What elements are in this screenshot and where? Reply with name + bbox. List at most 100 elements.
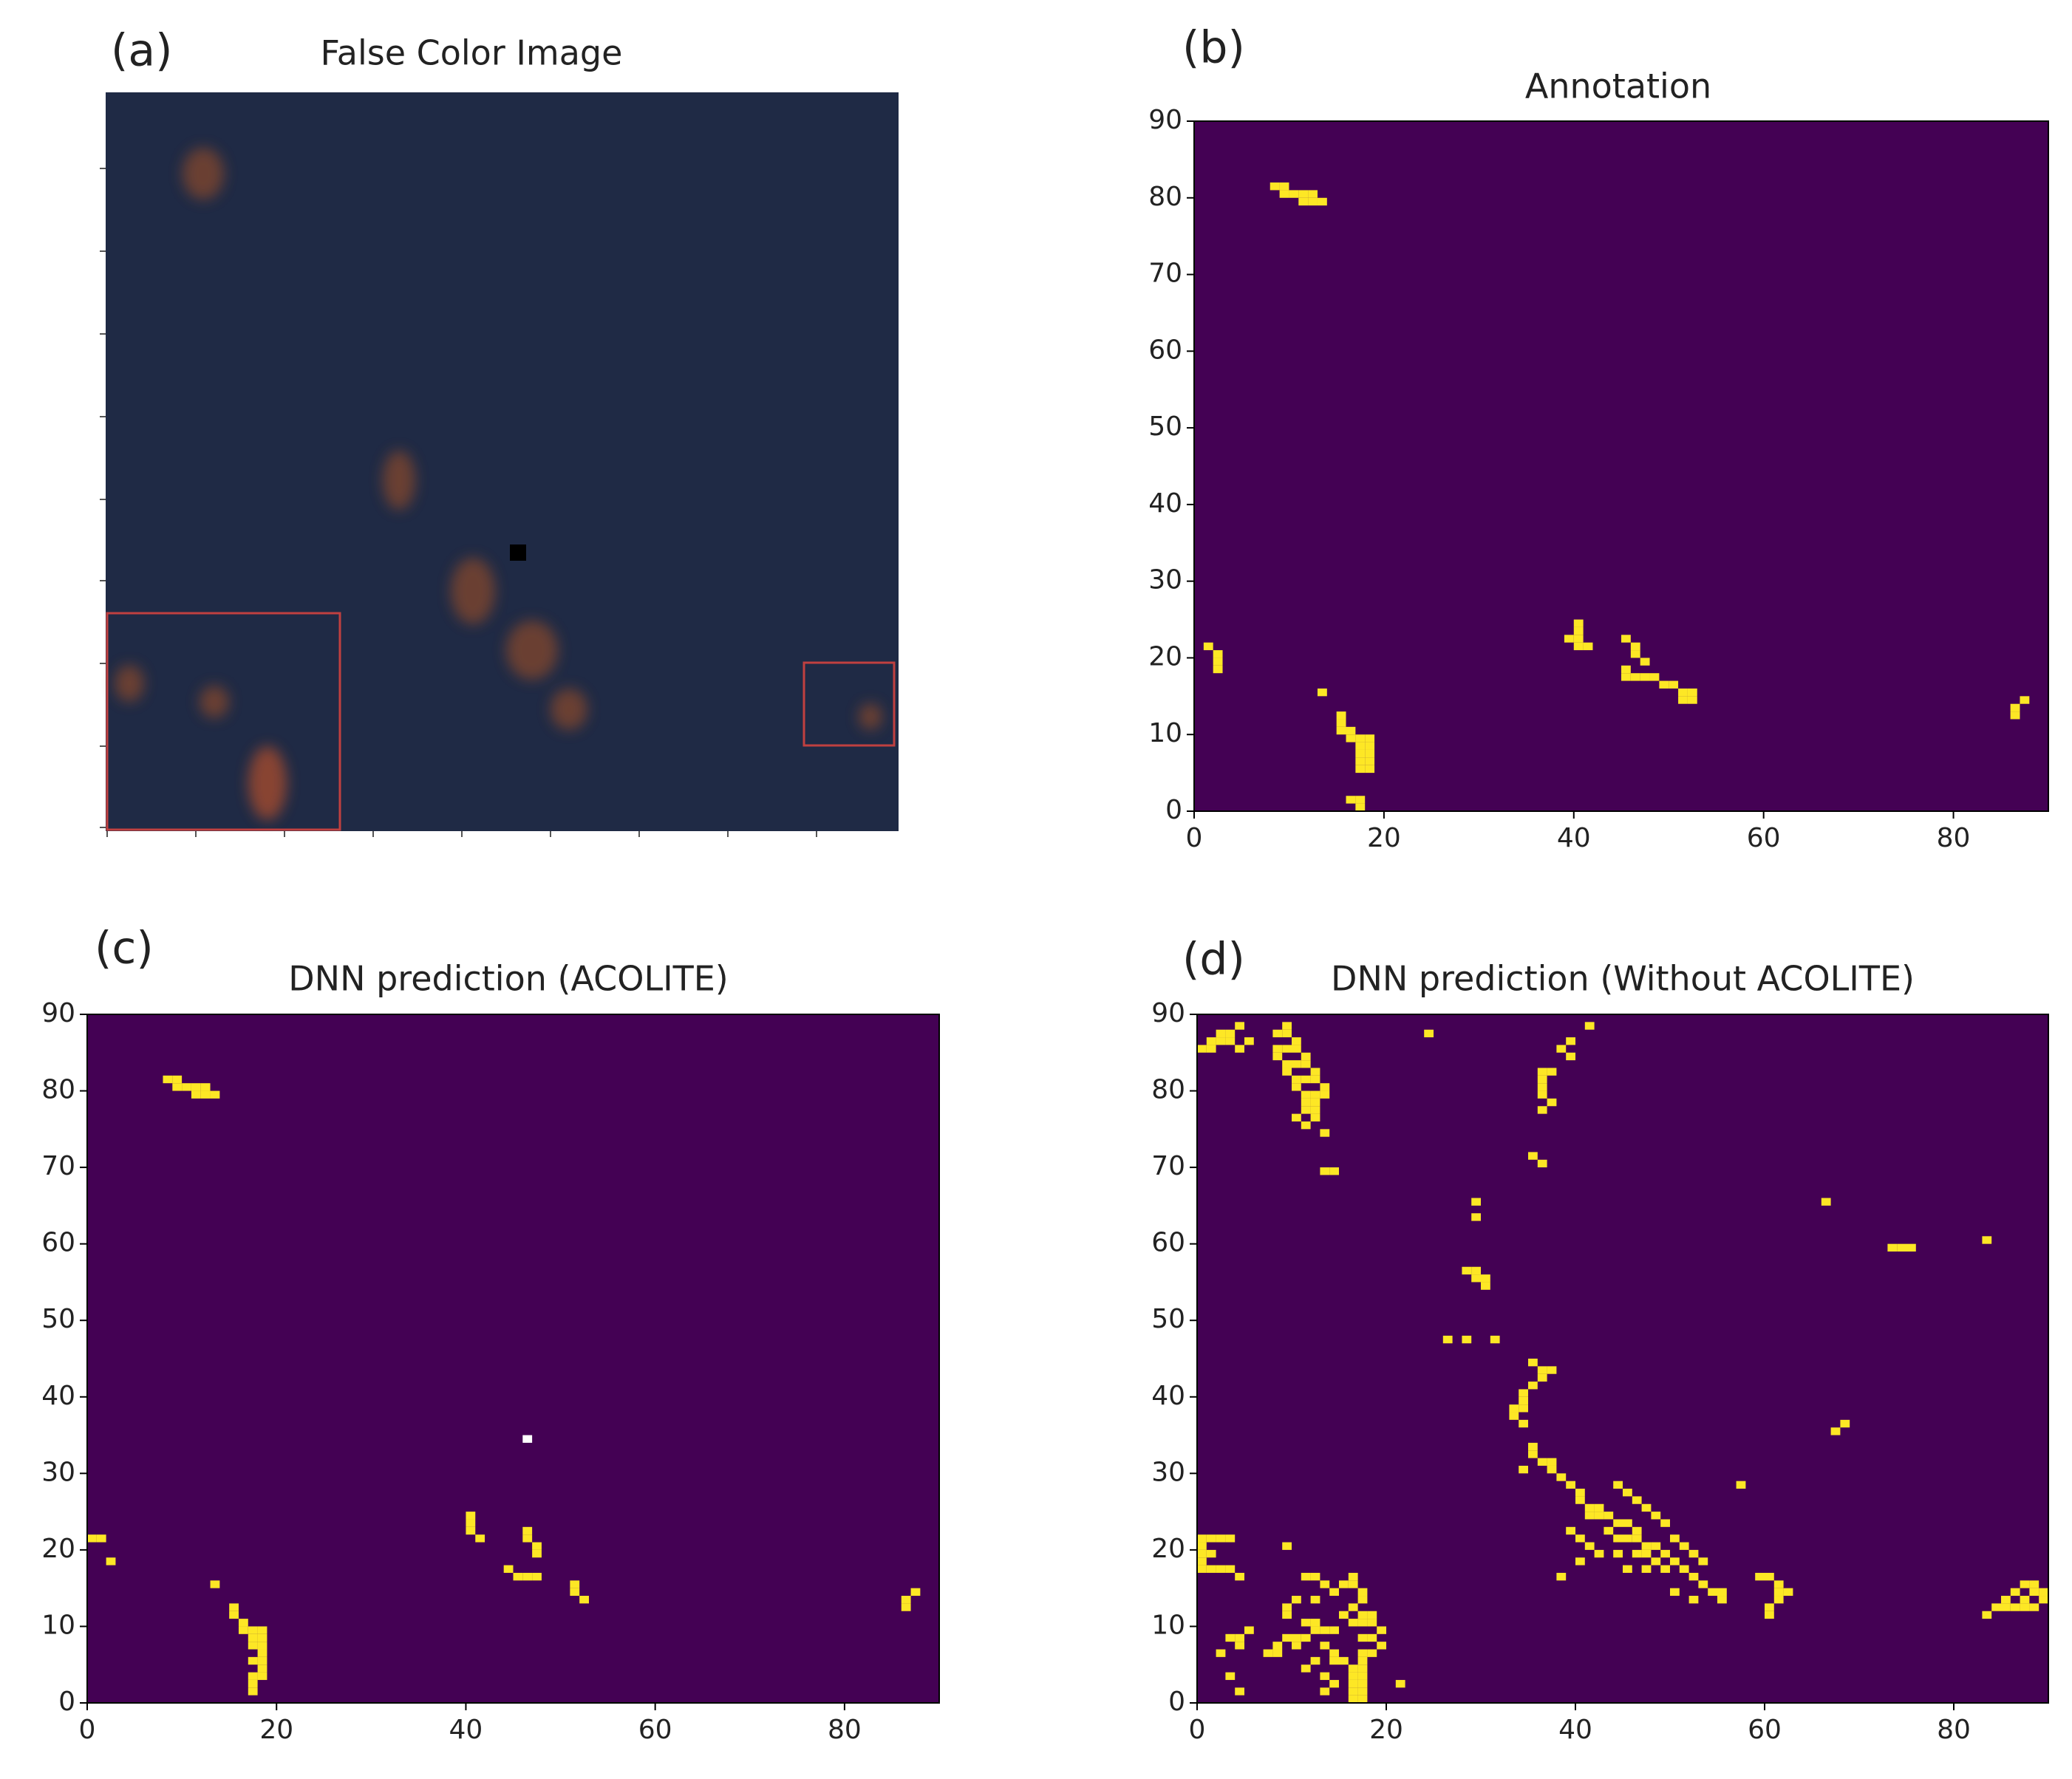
heatmap-cell [1537, 1075, 1547, 1084]
heatmap-cell [1301, 1075, 1311, 1084]
heatmap-cell [1310, 1090, 1320, 1099]
heatmap-cell [1225, 1565, 1236, 1573]
heatmap-cell [1660, 1549, 1670, 1558]
heatmap-cell [229, 1611, 239, 1619]
heatmap-cell [1537, 1106, 1547, 1114]
heatmap-cell [1310, 1106, 1320, 1114]
heatmap-cell [2020, 1596, 2030, 1604]
axes-frame [1196, 1014, 2049, 1704]
heatmap-cell [1528, 1450, 1538, 1458]
heatmap-cell [1301, 1060, 1311, 1068]
heatmap-cell [1206, 1534, 1216, 1543]
heatmap-cell [1320, 1083, 1330, 1091]
heatmap-cell [1566, 1037, 1575, 1045]
heatmap-cell [1395, 1679, 1405, 1688]
heatmap-cell [1216, 1037, 1226, 1045]
heatmap-cell [2039, 1588, 2048, 1597]
y-tick-label: 50 [1148, 412, 1182, 442]
heatmap-cell [2010, 1588, 2020, 1597]
x-tick-label: 20 [1367, 823, 1401, 853]
heatmap-cell [1621, 635, 1631, 643]
heatmap-cell [1348, 1672, 1358, 1680]
heatmap-cell [1244, 1626, 1254, 1634]
heatmap-cell [1279, 182, 1289, 191]
heatmap-cell [2010, 1603, 2020, 1611]
heatmap-cell [1355, 757, 1366, 765]
heatmap-cell [1292, 1642, 1301, 1650]
image-background [106, 92, 899, 831]
heatmap-cell [1272, 1649, 1283, 1657]
heatmap-cell [1584, 1022, 1595, 1030]
heatmap-cell [1821, 1198, 1831, 1206]
heatmap-cell [248, 1642, 258, 1650]
heatmap-cell [1225, 1672, 1236, 1680]
heatmap-cell [1519, 1396, 1528, 1405]
heatmap-cell [1365, 734, 1375, 742]
heatmap-cell [1575, 1496, 1585, 1504]
heatmap-cell [1272, 1052, 1283, 1061]
heatmap-cell [1688, 1572, 1699, 1581]
y-tick-label: 90 [1148, 105, 1182, 135]
heatmap-cell [1659, 680, 1669, 689]
heatmap-cell [1687, 696, 1697, 704]
heatmap-cell [1678, 688, 1688, 697]
heatmap-cell [1320, 1580, 1330, 1588]
heatmap-cell [466, 1519, 476, 1527]
heatmap-cell [1687, 688, 1697, 697]
heatmap-cell [1623, 1534, 1632, 1543]
y-tick-label: 10 [1151, 1610, 1185, 1640]
heatmap-cell [1556, 1473, 1567, 1481]
heatmap-cell [1357, 1588, 1368, 1597]
heatmap-cell [1632, 1549, 1642, 1558]
heatmap-cell [172, 1075, 183, 1084]
heatmap-cell [1348, 1603, 1358, 1611]
heatmap-cell [1310, 1572, 1320, 1581]
x-tick-label: 60 [1748, 1715, 1782, 1745]
annotation-box [106, 612, 341, 831]
panel-title: DNN prediction (Without ACOLITE) [1331, 959, 1915, 999]
heatmap-cell [1339, 1656, 1349, 1665]
heatmap-cell [1509, 1404, 1519, 1413]
heatmap-cell [1765, 1603, 1774, 1611]
heatmap-cell [1355, 803, 1366, 811]
heatmap-cell [1235, 1022, 1244, 1030]
heatmap-cell [238, 1626, 248, 1634]
heatmap-cell [1630, 673, 1640, 681]
heatmap-cell [1329, 1167, 1339, 1175]
heatmap-cell [106, 1557, 116, 1565]
heatmap-cell [1630, 642, 1640, 651]
heatmap-cell [1320, 1129, 1330, 1137]
heatmap-cell [1528, 1382, 1538, 1390]
heatmap-cell [1357, 1672, 1368, 1680]
heatmap-cell [257, 1664, 267, 1673]
heatmap-cell [1566, 1052, 1575, 1061]
y-tick-label: 40 [1151, 1381, 1185, 1411]
x-tick-label: 40 [449, 1715, 483, 1745]
heatmap-cell [2039, 1596, 2048, 1604]
heatmap-cell [1282, 1603, 1292, 1611]
x-tick-label: 40 [1558, 1715, 1592, 1745]
heatmap-cell [1519, 1389, 1528, 1397]
heatmap-cell [1348, 1687, 1358, 1696]
heatmap-cell [1235, 1633, 1244, 1642]
panel-title: False Color Image [321, 33, 623, 73]
heatmap-cell [1292, 1075, 1301, 1084]
heatmap-cell [1481, 1282, 1490, 1290]
heatmap-cell [1471, 1213, 1481, 1221]
heatmap-cell [1282, 1060, 1292, 1068]
heatmap-cell [1773, 1580, 1784, 1588]
heatmap-cell [1301, 1121, 1311, 1130]
axes-frame [1193, 120, 2049, 812]
heatmap-cell [1755, 1572, 1765, 1581]
heatmap-cell [910, 1588, 921, 1597]
heatmap-background [1194, 121, 2048, 811]
heatmap-cell [1365, 749, 1375, 758]
heatmap-cell [1310, 1075, 1320, 1084]
heatmap-cell [1773, 1588, 1784, 1597]
heatmap-cell [1292, 1060, 1301, 1068]
heatmap-cell [1670, 1588, 1680, 1597]
heatmap-cell [1310, 1098, 1320, 1107]
heatmap-cell [1783, 1588, 1793, 1597]
heatmap-cell [1679, 1565, 1689, 1573]
